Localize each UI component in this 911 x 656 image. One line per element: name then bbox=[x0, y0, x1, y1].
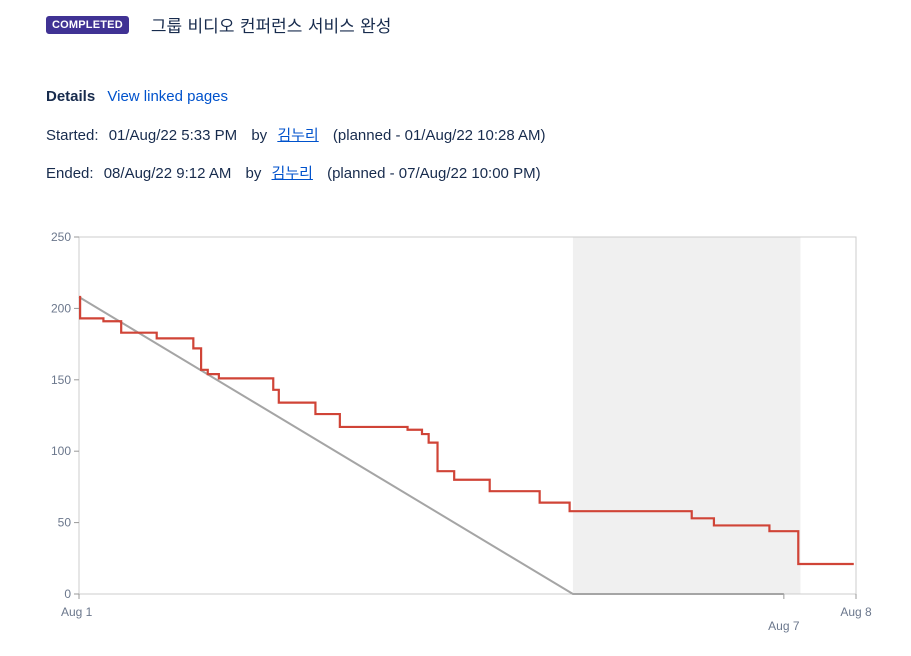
status-badge: COMPLETED bbox=[46, 15, 129, 34]
started-label: Started: bbox=[46, 127, 99, 144]
started-datetime: 01/Aug/22 5:33 PM bbox=[108, 127, 238, 144]
started-row: Started: 01/Aug/22 5:33 PM by 김누리 (plann… bbox=[46, 124, 546, 145]
ended-user-link[interactable]: 김누리 bbox=[271, 164, 313, 182]
ended-planned: (planned - 07/Aug/22 10:00 PM) bbox=[327, 165, 541, 182]
ended-datetime: 08/Aug/22 9:12 AM bbox=[103, 165, 232, 182]
ended-row: Ended: 08/Aug/22 9:12 AM by 김누리 (planned… bbox=[46, 162, 541, 183]
started-by: by bbox=[251, 127, 268, 144]
sprint-title: 그룹 비디오 컨퍼런스 서비스 완성 bbox=[150, 17, 392, 37]
plot-area-border bbox=[78, 236, 857, 595]
started-planned: (planned - 01/Aug/22 10:28 AM) bbox=[332, 127, 546, 144]
x-tick-label: Aug 7 bbox=[768, 619, 800, 633]
y-tick-label: 100 bbox=[51, 444, 71, 458]
y-tick-label: 200 bbox=[51, 301, 71, 315]
ended-label: Ended: bbox=[46, 165, 94, 182]
details-label: Details bbox=[46, 88, 96, 105]
sprint-header: COMPLETED 그룹 비디오 컨퍼런스 서비스 완성 bbox=[46, 12, 391, 37]
y-tick-label: 0 bbox=[64, 587, 71, 601]
started-user-link[interactable]: 김누리 bbox=[277, 126, 319, 144]
remaining-values-line bbox=[79, 295, 854, 566]
ended-by: by bbox=[245, 165, 262, 182]
view-linked-pages-link[interactable]: View linked pages bbox=[107, 88, 229, 105]
y-tick-label: 150 bbox=[51, 373, 71, 387]
y-tick-label: 250 bbox=[51, 230, 71, 244]
x-tick-label: Aug 8 bbox=[840, 605, 872, 619]
nonworking-days-band bbox=[572, 237, 801, 594]
details-bar: Details View linked pages bbox=[46, 88, 228, 105]
guideline-line bbox=[78, 296, 784, 595]
y-tick-label: 50 bbox=[58, 516, 72, 530]
x-tick-label: Aug 1 bbox=[61, 605, 93, 619]
